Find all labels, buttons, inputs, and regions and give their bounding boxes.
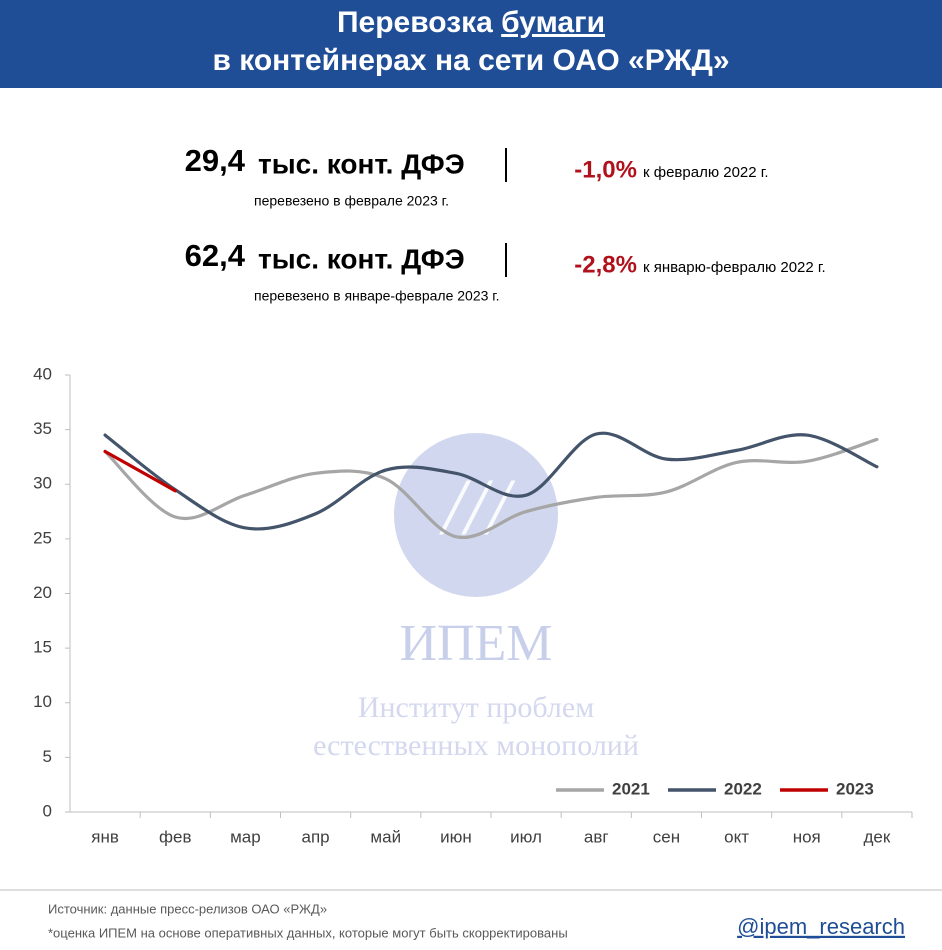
x-tick-label: фев xyxy=(159,827,191,846)
legend-label: 2022 xyxy=(724,779,762,798)
x-tick-label: ноя xyxy=(793,827,821,846)
x-tick-label: окт xyxy=(724,827,749,846)
x-tick-label: сен xyxy=(653,827,680,846)
y-tick-label: 20 xyxy=(33,583,52,602)
x-tick-label: авг xyxy=(584,827,609,846)
y-tick-label: 25 xyxy=(33,528,52,547)
stat-value: 62,4 xyxy=(185,238,246,273)
stats: 29,4 тыс. конт. ДФЭ перевезено в феврале 2… xyxy=(185,143,826,304)
title-prefix: Перевозка xyxy=(337,6,493,39)
title-highlight: бумаги xyxy=(501,6,605,39)
footer-link[interactable]: @ipem_research xyxy=(737,914,905,939)
chart: 0 5 10 15 20 25 30 35 40 янв фев мар апр май июн июл авг… xyxy=(33,364,913,846)
y-tick-label: 40 xyxy=(33,364,52,383)
y-tick-label: 10 xyxy=(33,692,52,711)
x-tick-label: дек xyxy=(864,827,891,846)
series-line xyxy=(103,449,177,493)
stat-unit: тыс. конт. ДФЭ xyxy=(258,243,465,274)
x-tick-label: янв xyxy=(91,827,119,846)
stat-change: -2,8% xyxy=(574,251,637,278)
x-tick-label: июн xyxy=(440,827,472,846)
legend-label: 2021 xyxy=(612,779,650,798)
stat-unit: тыс. конт. ДФЭ xyxy=(258,148,465,179)
watermark-logo-glyph: /// xyxy=(439,463,516,551)
y-tick-label: 0 xyxy=(43,801,52,820)
series-line xyxy=(103,431,879,531)
y-tick-label: 15 xyxy=(33,638,52,657)
stat-note: перевезено в феврале 2023 г. xyxy=(254,193,449,209)
stat-value: 29,4 xyxy=(185,143,246,178)
title-line2: в контейнерах на сети ОАО «РЖД» xyxy=(212,44,729,77)
x-tick-label: мар xyxy=(230,827,261,846)
footer-note: *оценка ИПЕМ на основе оперативных данны… xyxy=(48,925,568,940)
watermark-line: Институт проблем xyxy=(358,691,594,724)
watermark-name: ИПЕМ xyxy=(399,615,552,672)
legend-label: 2023 xyxy=(836,779,874,798)
watermark-line: естественных монополий xyxy=(313,729,639,762)
title-line1: Перевозка бумаги xyxy=(337,6,605,39)
stat-note: перевезено в январе-феврале 2023 г. xyxy=(254,288,500,304)
series-line xyxy=(103,437,879,540)
x-tick-label: май xyxy=(370,827,401,846)
x-tick-label: апр xyxy=(302,827,330,846)
y-tick-label: 5 xyxy=(43,747,52,766)
stat-compare: к февралю 2022 г. xyxy=(643,164,769,181)
y-tick-label: 35 xyxy=(33,419,52,438)
footer-source: Источник: данные пресс-релизов ОАО «РЖД» xyxy=(48,901,327,916)
y-tick-label: 30 xyxy=(33,474,52,493)
header-band xyxy=(0,0,942,88)
stat-compare: к январю-февралю 2022 г. xyxy=(643,259,826,276)
x-tick-label: июл xyxy=(510,827,542,846)
stat-change: -1,0% xyxy=(574,156,637,183)
watermark-logo xyxy=(394,433,558,597)
